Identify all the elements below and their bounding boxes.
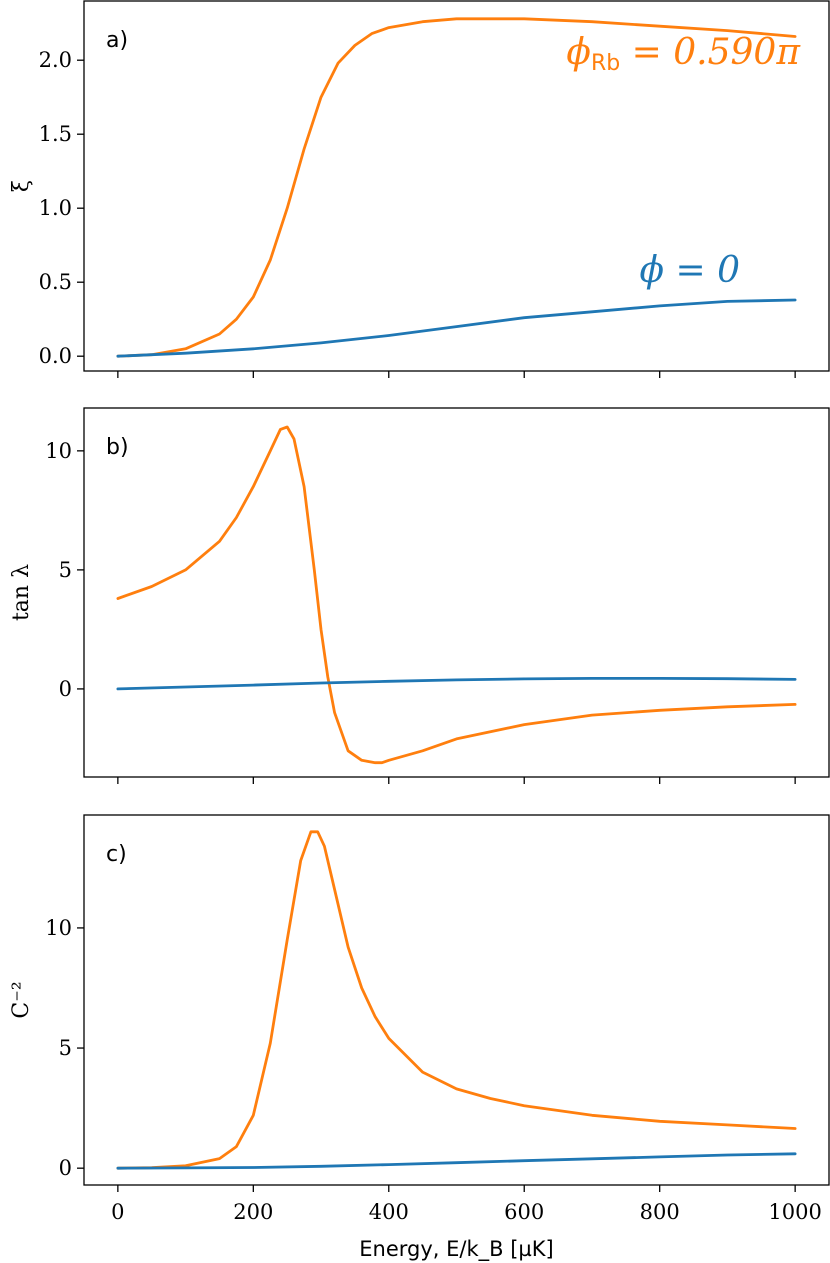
y-tick-label: 10 xyxy=(45,916,72,940)
y-tick-label: 0.0 xyxy=(39,344,72,368)
annotation-phi-rb: ϕRb = 0.590π xyxy=(566,32,801,76)
y-tick-label: 10 xyxy=(45,439,72,463)
x-tick-label: 1000 xyxy=(768,1200,821,1224)
y-axis-title: tan λ xyxy=(9,564,34,621)
panel-label: b) xyxy=(106,435,129,460)
panel-label: c) xyxy=(106,842,127,867)
y-axis-title: ξ xyxy=(9,180,34,192)
y-tick-label: 1.0 xyxy=(39,196,72,220)
y-tick-label: 0 xyxy=(59,1156,72,1180)
panel-label: a) xyxy=(106,28,128,53)
series-line-orange xyxy=(116,425,797,765)
panel-2: 0 5 10 b) tan λ xyxy=(9,407,830,784)
annotation-phi-zero: ϕ = 0 xyxy=(640,250,741,291)
plot-frame xyxy=(83,814,830,1186)
y-tick-label: 5 xyxy=(59,558,72,582)
y-tick-label: 1.5 xyxy=(39,122,72,146)
y-tick-label: 2.0 xyxy=(39,48,72,72)
x-tick-label: 600 xyxy=(504,1200,544,1224)
plot-frame xyxy=(83,0,830,372)
y-axis-title: C⁻² xyxy=(9,981,34,1018)
x-tick-label: 200 xyxy=(233,1200,273,1224)
x-axis-title: Energy, E/k_B [µK] xyxy=(359,1237,553,1262)
series-line-blue xyxy=(116,298,797,358)
panel-3: 0 5 10 0 200 400 600 800 1000 c) C⁻² Energy, E/k_B … xyxy=(9,814,830,1262)
series-line-blue xyxy=(116,1152,797,1170)
series-line-orange xyxy=(116,17,797,358)
y-tick-label: 0 xyxy=(59,677,72,701)
x-tick-label: 0 xyxy=(111,1200,124,1224)
series-line-orange xyxy=(116,830,797,1170)
y-tick-label: 5 xyxy=(59,1036,72,1060)
series-line-blue xyxy=(116,677,797,691)
x-tick-label: 800 xyxy=(640,1200,680,1224)
plot-frame xyxy=(83,407,830,778)
panel-1: 0.0 0.5 1.0 1.5 2.0 a) ξ ϕRb = 0.590π ϕ = 0 xyxy=(9,0,830,378)
x-tick-label: 400 xyxy=(369,1200,409,1224)
y-tick-label: 0.5 xyxy=(39,270,72,294)
